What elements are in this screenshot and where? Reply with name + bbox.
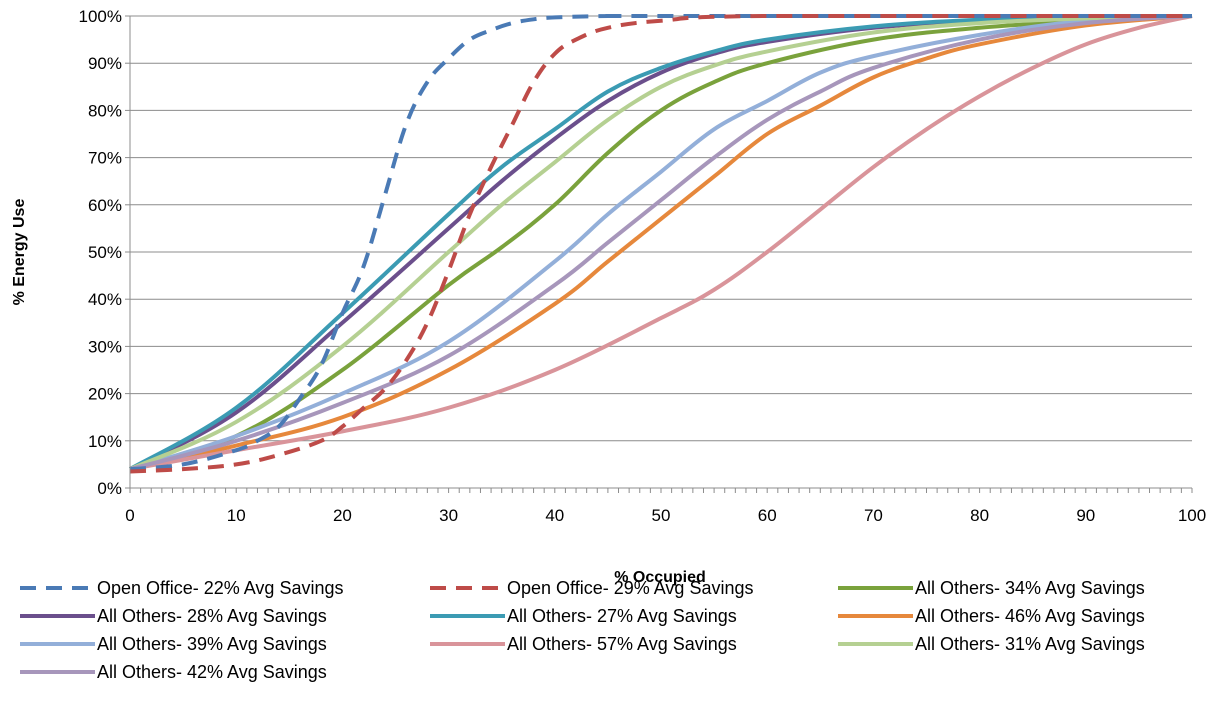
series-line-3 xyxy=(129,14,1193,472)
legend-label: All Others- 46% Avg Savings xyxy=(915,606,1145,626)
series-line-5 xyxy=(129,14,1193,471)
x-tick-label: 70 xyxy=(864,506,883,525)
legend-label: Open Office- 22% Avg Savings xyxy=(97,578,343,598)
x-tick-label: 50 xyxy=(652,506,671,525)
series-line-4 xyxy=(129,14,1193,471)
legend-item-6: All Others- 46% Avg Savings xyxy=(838,606,1145,626)
y-tick-label: 0% xyxy=(97,479,122,498)
y-tick-label: 100% xyxy=(79,7,122,26)
y-tick-label: 80% xyxy=(88,101,122,120)
x-axis-title: % Occupied xyxy=(614,569,706,586)
legend-item-5: All Others- 27% Avg Savings xyxy=(430,606,737,626)
legend-item-3: All Others- 34% Avg Savings xyxy=(838,578,1145,598)
y-tick-label: 90% xyxy=(88,54,122,73)
x-tick-label: 0 xyxy=(125,506,134,525)
legend-item-7: All Others- 39% Avg Savings xyxy=(20,634,327,654)
series-line-10 xyxy=(129,14,1193,472)
legend-label: Open Office- 29% Avg Savings xyxy=(507,578,753,598)
x-tick-label: 20 xyxy=(333,506,352,525)
series-line-6 xyxy=(129,14,1193,472)
y-tick-label: 40% xyxy=(88,290,122,309)
x-tick-label: 10 xyxy=(227,506,246,525)
y-tick-label: 30% xyxy=(88,337,122,356)
x-tick-label: 90 xyxy=(1076,506,1095,525)
x-tick-label: 80 xyxy=(970,506,989,525)
series-line-1 xyxy=(129,13,1192,472)
legend-item-4: All Others- 28% Avg Savings xyxy=(20,606,327,626)
axes xyxy=(125,15,1193,493)
legend: Open Office- 22% Avg Savings Open Office-… xyxy=(20,578,1145,682)
legend-item-9: All Others- 31% Avg Savings xyxy=(838,634,1145,654)
x-tick-label: 30 xyxy=(439,506,458,525)
series-layer xyxy=(129,13,1193,474)
legend-label: All Others- 34% Avg Savings xyxy=(915,578,1145,598)
x-tick-label: 100 xyxy=(1178,506,1206,525)
legend-label: All Others- 42% Avg Savings xyxy=(97,662,327,682)
gridlines xyxy=(130,15,1192,442)
y-tick-label: 70% xyxy=(88,149,122,168)
legend-label: All Others- 27% Avg Savings xyxy=(507,606,737,626)
legend-label: All Others- 28% Avg Savings xyxy=(97,606,327,626)
ticks: 0% 10% 20% 30% 40% 50% 60% 70% 80% 90% 100% 0 10 20 30… xyxy=(79,7,1207,525)
y-axis-title: % Energy Use xyxy=(11,199,28,306)
x-tick-label: 40 xyxy=(545,506,564,525)
legend-item-10: All Others- 42% Avg Savings xyxy=(20,662,327,682)
legend-item-2: Open Office- 29% Avg Savings xyxy=(430,578,753,598)
series-line-7 xyxy=(129,14,1193,472)
x-tick-label: 60 xyxy=(758,506,777,525)
legend-item-8: All Others- 57% Avg Savings xyxy=(430,634,737,654)
series-line-9 xyxy=(129,14,1193,471)
series-line-2 xyxy=(129,13,1192,474)
y-tick-label: 20% xyxy=(88,385,122,404)
legend-label: All Others- 31% Avg Savings xyxy=(915,634,1145,654)
legend-label: All Others- 57% Avg Savings xyxy=(507,634,737,654)
legend-label: All Others- 39% Avg Savings xyxy=(97,634,327,654)
y-tick-label: 50% xyxy=(88,243,122,262)
legend-item-1: Open Office- 22% Avg Savings xyxy=(20,578,343,598)
y-tick-label: 60% xyxy=(88,196,122,215)
series-line-8 xyxy=(129,14,1193,472)
y-tick-label: 10% xyxy=(88,432,122,451)
